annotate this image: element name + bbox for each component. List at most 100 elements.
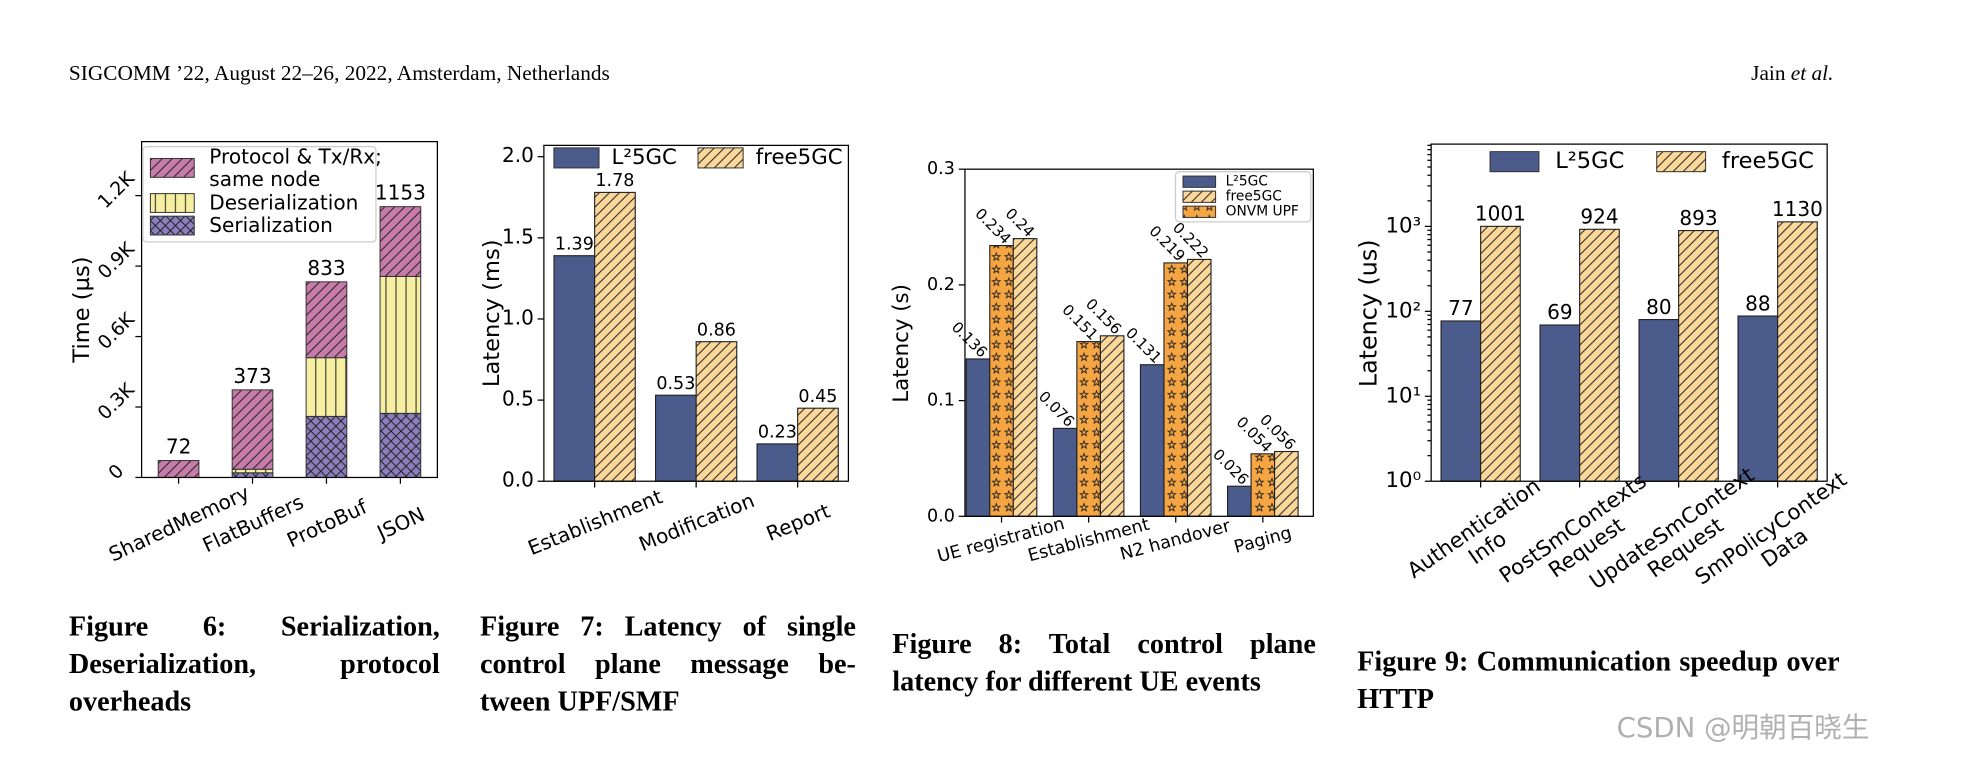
legend-label: L²5GC xyxy=(1555,148,1624,174)
y-tick-label: 0.0 xyxy=(502,468,534,492)
y-tick-label: 0.2 xyxy=(927,275,955,295)
bar xyxy=(965,358,991,517)
value-label: 0.23 xyxy=(758,423,797,443)
value-label: 1.78 xyxy=(595,171,634,191)
value-label: 0.076 xyxy=(1035,387,1078,430)
total-label: 373 xyxy=(233,364,271,388)
value-label: 0.131 xyxy=(1122,324,1165,367)
legend-swatch xyxy=(149,193,195,213)
plot-frame xyxy=(543,144,850,482)
value-label: 88 xyxy=(1745,291,1771,315)
bar-segment xyxy=(157,460,200,478)
y-tick-label: 10² xyxy=(1385,298,1421,323)
bar-segment xyxy=(379,206,422,277)
y-tick-label: 1.2K xyxy=(94,168,139,213)
legend-swatch xyxy=(1182,175,1217,188)
bar-segment xyxy=(231,472,274,478)
legend-label: free5GC xyxy=(1225,187,1282,205)
legend-swatch xyxy=(149,158,195,178)
y-tick-label: 0.5 xyxy=(502,387,534,411)
legend-label: free5GC xyxy=(1722,148,1814,174)
plot-frame xyxy=(1430,143,1828,482)
bar xyxy=(989,244,1014,517)
author-suffix: et al. xyxy=(1790,61,1834,86)
value-label: 80 xyxy=(1646,295,1672,319)
value-label: 77 xyxy=(1448,296,1474,320)
y-axis-label: Latency (us) xyxy=(1355,238,1383,387)
bar xyxy=(1579,228,1620,482)
bar xyxy=(695,341,738,482)
bar xyxy=(1012,238,1038,517)
author: Jain xyxy=(1751,61,1786,86)
bar xyxy=(1250,453,1276,517)
value-label: 0.026 xyxy=(1209,445,1252,488)
watermark: CSDN @明朝百晓生 xyxy=(1616,713,1870,745)
caption: Figure 8: Total control plane latency fo… xyxy=(892,627,1316,697)
y-tick-label: 10³ xyxy=(1385,213,1421,238)
caption: Figure 6: Serialization, Deserialization… xyxy=(68,610,440,717)
bar xyxy=(756,443,799,482)
legend-swatch xyxy=(1656,151,1707,173)
bar xyxy=(1076,341,1101,517)
value-label: 1001 xyxy=(1475,202,1526,226)
bar-segment xyxy=(305,281,348,359)
bar-segment xyxy=(305,415,348,478)
y-axis-label: Latency (ms) xyxy=(478,239,506,388)
legend-swatch xyxy=(1182,190,1217,203)
total-label: 1153 xyxy=(375,181,426,205)
caption: Figure 7: Latency of single control plan… xyxy=(479,610,856,717)
legend-label: ONVM UPF xyxy=(1225,202,1299,220)
bar xyxy=(1777,221,1818,482)
y-tick-label: 0.1 xyxy=(927,391,955,411)
bar xyxy=(1440,320,1482,482)
value-label: 924 xyxy=(1580,205,1618,229)
legend-label: Serialization xyxy=(209,213,333,238)
caption: Figure 9: Communication speedup over HTT… xyxy=(1357,645,1840,715)
legend-swatch xyxy=(697,147,744,169)
bar xyxy=(1052,427,1078,517)
bar-segment xyxy=(231,389,274,470)
total-label: 833 xyxy=(307,256,345,280)
value-label: 893 xyxy=(1679,206,1717,230)
y-tick-label: 1.0 xyxy=(502,305,534,329)
y-axis-label: Latency (s) xyxy=(889,283,915,403)
total-label: 72 xyxy=(166,435,192,459)
value-label: 0.136 xyxy=(948,318,991,361)
bar xyxy=(553,255,596,482)
bar-segment xyxy=(231,468,274,474)
y-tick-label: 10⁰ xyxy=(1385,468,1421,493)
bar xyxy=(1226,485,1252,517)
y-tick-label: 10¹ xyxy=(1385,383,1421,408)
value-label: 69 xyxy=(1547,300,1573,324)
y-axis-label: Time (µs) xyxy=(69,256,96,363)
value-label: 1130 xyxy=(1772,197,1823,221)
y-tick-label: 2.0 xyxy=(502,143,534,167)
y-tick-label: 0 xyxy=(105,461,128,484)
bar xyxy=(797,407,839,482)
bar xyxy=(1638,319,1680,482)
legend-label: Deserialization xyxy=(209,190,359,215)
y-tick-label: 1.5 xyxy=(502,224,534,248)
legend-swatch xyxy=(553,147,600,169)
plot-frame xyxy=(964,168,1314,517)
legend-swatch xyxy=(1182,205,1217,218)
legend-label: Protocol & Tx/Rx; same node xyxy=(209,144,382,191)
legend-frame xyxy=(142,145,377,243)
bar xyxy=(1678,229,1719,482)
bar xyxy=(654,394,697,482)
bar xyxy=(1099,335,1125,517)
plot-frame xyxy=(140,140,438,479)
bar xyxy=(1139,364,1165,517)
bar xyxy=(594,191,636,482)
y-tick-label: 0.3 xyxy=(927,159,955,179)
legend-swatch xyxy=(149,215,195,236)
value-label: 1.39 xyxy=(555,234,594,254)
legend-label: L²5GC xyxy=(1225,172,1268,190)
bar-segment xyxy=(379,412,422,478)
bar xyxy=(1163,262,1189,517)
y-tick-label: 0.9K xyxy=(94,238,139,283)
value-label: 0.86 xyxy=(697,320,736,340)
running-author: Jain et al. xyxy=(1751,61,1833,86)
